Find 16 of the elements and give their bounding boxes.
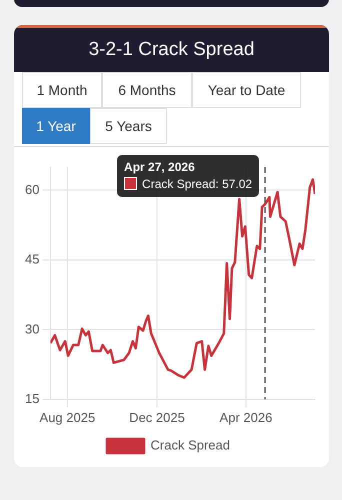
y-tick-label: 60 bbox=[24, 182, 40, 197]
y-tick-label: 30 bbox=[24, 321, 40, 336]
y-tick-label: 45 bbox=[24, 252, 40, 267]
annotation: Apr 27, 2026 bbox=[124, 160, 195, 174]
text: 1 Month bbox=[22, 72, 102, 108]
text: 6 Months bbox=[102, 72, 192, 108]
annotation: Crack Spread: 57.02 bbox=[142, 177, 252, 191]
chart-title: 3-2-1 Crack Spread bbox=[14, 25, 329, 72]
text: 5 Years bbox=[90, 108, 167, 144]
x-tick-label: Dec 2025 bbox=[129, 410, 185, 425]
text: 1 Year bbox=[22, 108, 90, 144]
x-tick-label: Aug 2025 bbox=[40, 410, 96, 425]
legend-label: Crack Spread bbox=[150, 438, 230, 453]
text: Year to Date bbox=[192, 72, 301, 108]
y-tick-label: 15 bbox=[24, 390, 40, 406]
x-tick-label: Apr 2026 bbox=[220, 410, 272, 425]
